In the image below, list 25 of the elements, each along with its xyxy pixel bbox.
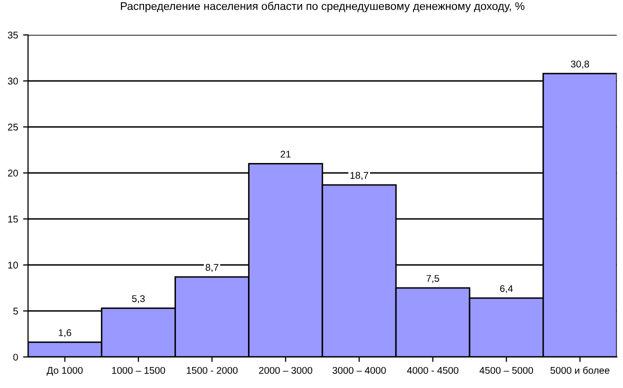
x-tick-label: 4000 - 4500 bbox=[407, 366, 458, 374]
data-label: 30,8 bbox=[570, 60, 590, 69]
x-tick-label: 2000 – 3000 bbox=[259, 366, 312, 374]
y-tick-label: 25 bbox=[8, 124, 18, 131]
data-label: 5,3 bbox=[132, 295, 145, 304]
y-tick-label: 20 bbox=[8, 170, 18, 177]
y-tick-label: 35 bbox=[8, 32, 18, 39]
data-label: 8,7 bbox=[206, 264, 218, 272]
data-label: 1,6 bbox=[58, 329, 72, 338]
y-tick-label: 0 bbox=[13, 354, 18, 361]
data-label: 21 bbox=[280, 150, 291, 158]
y-tick-label: 30 bbox=[8, 78, 18, 85]
y-tick-label: 15 bbox=[8, 216, 18, 223]
y-tick-label: 5 bbox=[13, 308, 18, 315]
data-label: 6,4 bbox=[500, 285, 513, 294]
data-label: 18,7 bbox=[350, 172, 368, 180]
x-tick-label: 1500 - 2000 bbox=[186, 366, 238, 374]
data-label: 7,5 bbox=[426, 275, 440, 284]
y-tick-label: 10 bbox=[8, 262, 18, 269]
x-tick-label: 4500 – 5000 bbox=[480, 366, 534, 374]
x-tick-label: До 1000 bbox=[46, 366, 83, 376]
x-tick-label: 3000 – 4000 bbox=[332, 366, 386, 374]
chart-title: Распределение населения области по среднедушевому денежному доходу, % bbox=[120, 2, 524, 12]
x-tick-label: 5000 и более bbox=[550, 366, 610, 374]
x-tick-label: 1000 – 1500 bbox=[112, 366, 166, 374]
